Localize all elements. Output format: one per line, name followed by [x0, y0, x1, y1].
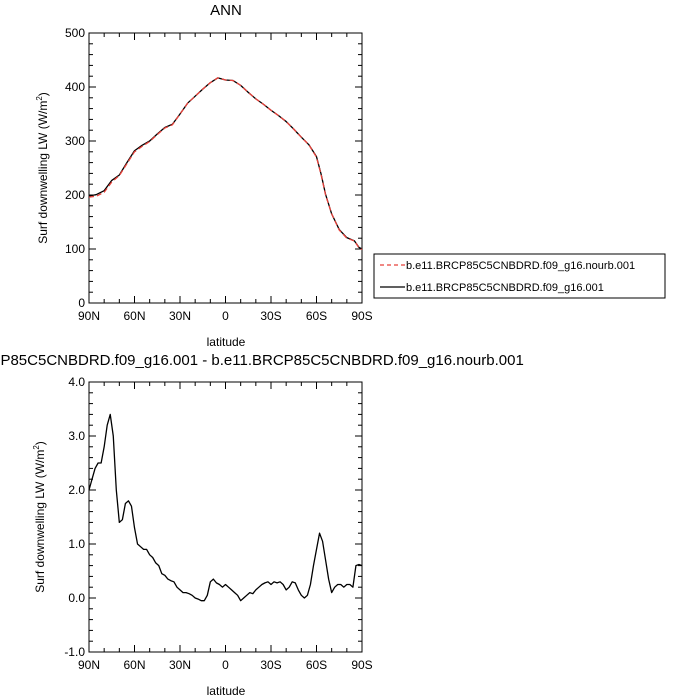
bottom-chart-ticks: 90N 60N 30N 0 30S 60S 90S -1.0 0.0 1.0 2.0 3.0 4.0	[64, 375, 372, 672]
bottom-chart-x-tick-label: 30N	[169, 658, 191, 672]
bottom-chart-y-axis-label: Surf downwelling LW (W/m2)	[32, 441, 47, 593]
bottom-chart-x-tick-label: 60S	[306, 658, 327, 672]
top-chart-series	[88, 77, 363, 251]
bottom-chart-x-tick-label: 90S	[351, 658, 372, 672]
top-chart-y-tick-label: 200	[65, 188, 85, 202]
top-chart-y-label-close: )	[36, 92, 50, 96]
bottom-chart-y-tick-label: 0.0	[68, 591, 85, 605]
top-chart-x-tick-label: 30S	[260, 309, 281, 323]
bottom-chart-y-tick-label: -1.0	[64, 645, 85, 659]
bottom-chart-y-tick-label: 1.0	[68, 537, 85, 551]
bottom-chart: b.e11.BRCP85C5CNBDRD.f09_g16.001 - b.e11…	[0, 352, 524, 698]
top-chart-y-tick-label: 300	[65, 134, 85, 148]
top-chart-x-tick-label: 90N	[78, 309, 100, 323]
legend-label-control: b.e11.BRCP85C5CNBDRD.f09_g16.001	[406, 282, 604, 294]
bottom-chart-y-label-close: )	[33, 441, 47, 445]
top-chart-x-tick-label: 30N	[169, 309, 191, 323]
legend-box	[373, 253, 666, 299]
top-chart-title: ANN	[210, 2, 242, 19]
bottom-chart-y-tick-label: 3.0	[68, 429, 85, 443]
bottom-chart-y-label-main: Surf downwelling LW (W/m	[33, 450, 47, 593]
bottom-chart-x-tick-label: 60N	[123, 658, 145, 672]
bottom-chart-series-line-0	[88, 413, 363, 602]
top-chart-y-axis-label: Surf downwelling LW (W/m2)	[35, 92, 50, 244]
top-chart-plot-frame	[88, 32, 363, 304]
top-chart-x-tick-label: 90S	[351, 309, 372, 323]
bottom-chart-y-tick-label: 2.0	[68, 483, 85, 497]
top-chart-y-tick-label: 100	[65, 242, 85, 256]
top-chart-y-tick-label: 500	[65, 26, 85, 40]
bottom-chart-series	[88, 413, 363, 602]
top-chart-ticks: 90N 60N 30N 0 30S 60S 90S 0 100 200 300 400 500	[65, 26, 373, 323]
top-chart-y-label-main: Surf downwelling LW (W/m	[36, 101, 50, 244]
bottom-chart-y-label-sup: 2	[32, 445, 41, 450]
top-chart-y-tick-label: 400	[65, 80, 85, 94]
bottom-chart-x-tick-label: 30S	[260, 658, 281, 672]
top-chart-x-axis-label: latitude	[207, 335, 246, 349]
top-chart: ANN 90N 60N 30N 0 30S 60S 90S0100200300400500 …	[35, 2, 373, 349]
top-chart-series-line-0	[88, 77, 363, 251]
top-chart-x-tick-label: 60N	[123, 309, 145, 323]
bottom-chart-title: b.e11.BRCP85C5CNBDRD.f09_g16.001 - b.e11…	[0, 352, 524, 369]
bottom-chart-y-tick-label: 4.0	[68, 375, 85, 389]
top-chart-y-tick-label: 0	[78, 296, 85, 310]
bottom-chart-x-tick-label: 90N	[78, 658, 100, 672]
top-chart-x-tick-label: 0	[222, 309, 229, 323]
top-chart-series-line-1	[88, 77, 363, 250]
legend-label-nourb: b.e11.BRCP85C5CNBDRD.f09_g16.nourb.001	[406, 260, 635, 272]
bottom-chart-x-axis-label: latitude	[207, 684, 246, 698]
legend: b.e11.BRCP85C5CNBDRD.f09_g16.nourb.001 b…	[373, 253, 666, 299]
top-chart-y-label-sup: 2	[35, 96, 44, 101]
bottom-chart-x-tick-label: 0	[222, 658, 229, 672]
bottom-chart-plot-frame	[88, 381, 363, 653]
top-chart-x-tick-label: 60S	[306, 309, 327, 323]
